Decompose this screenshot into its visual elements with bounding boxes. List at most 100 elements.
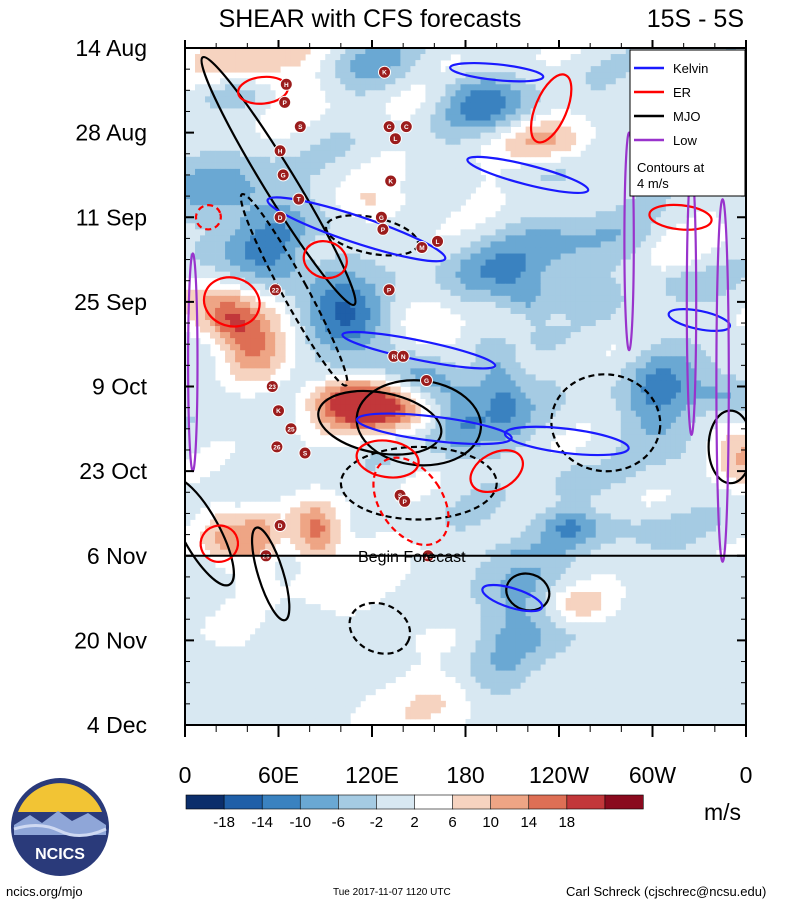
shear-cell — [630, 338, 637, 345]
shear-cell — [440, 271, 446, 279]
shear-cell — [205, 326, 211, 333]
shear-cell — [505, 54, 511, 61]
shear-cell — [645, 344, 652, 351]
shear-cell — [205, 259, 211, 266]
shear-cell — [570, 223, 577, 230]
shear-cell — [245, 295, 251, 303]
shear-cell — [190, 211, 196, 218]
shear-cell — [455, 120, 461, 127]
shear-cell — [485, 78, 491, 85]
shear-cell — [355, 120, 361, 127]
shear-cell — [305, 356, 311, 363]
shear-cell — [440, 199, 446, 206]
shear-cell — [210, 223, 216, 230]
shear-cell — [590, 168, 597, 176]
shear-cell — [250, 144, 256, 152]
shear-cell — [735, 295, 742, 303]
shear-cell — [505, 223, 511, 230]
shear-cell — [475, 338, 481, 345]
shear-cell — [440, 78, 446, 85]
shear-cell — [250, 241, 256, 248]
shear-cell — [290, 199, 296, 206]
shear-cell — [340, 162, 346, 170]
shear-cell — [345, 326, 351, 333]
shear-cell — [610, 193, 617, 200]
shear-cell — [635, 229, 642, 236]
shear-cell — [290, 313, 296, 321]
shear-cell — [305, 193, 311, 200]
shear-cell — [265, 271, 271, 279]
shear-cell — [710, 320, 717, 327]
shear-cell — [305, 150, 311, 158]
shear-cell — [250, 350, 256, 357]
shear-cell — [605, 180, 612, 188]
shear-cell — [625, 326, 632, 333]
shear-cell — [365, 223, 371, 230]
shear-cell — [445, 247, 451, 254]
shear-cell — [695, 350, 702, 357]
shear-cell — [425, 229, 431, 236]
shear-cell — [195, 150, 201, 158]
shear-cell — [370, 356, 376, 363]
shear-cell — [585, 295, 592, 303]
shear-cell — [195, 271, 201, 279]
shear-cell — [335, 265, 341, 273]
shear-cell — [510, 229, 516, 236]
shear-cell — [360, 60, 366, 67]
shear-cell — [405, 138, 411, 146]
shear-cell — [495, 265, 501, 273]
shear-cell — [690, 211, 697, 218]
shear-cell — [580, 241, 587, 248]
shear-cell — [405, 265, 411, 273]
shear-cell — [580, 313, 587, 321]
shear-cell — [625, 313, 632, 321]
shear-cell — [660, 211, 667, 218]
shear-cell — [500, 187, 506, 194]
shear-cell — [630, 320, 637, 327]
shear-cell — [205, 84, 211, 91]
shear-cell — [485, 259, 491, 266]
shear-cell — [270, 320, 276, 327]
shear-cell — [205, 301, 211, 309]
shear-cell — [530, 193, 537, 200]
shear-cell — [465, 259, 471, 266]
shear-cell — [480, 114, 486, 121]
shear-cell — [325, 84, 331, 91]
shear-cell — [455, 108, 461, 115]
shear-cell — [270, 54, 276, 61]
shear-cell — [355, 114, 361, 121]
shear-cell — [235, 356, 241, 363]
shear-cell — [320, 187, 326, 194]
shear-cell — [700, 199, 707, 206]
shear-cell — [330, 332, 336, 339]
shear-cell — [665, 332, 672, 339]
shear-cell — [390, 338, 396, 345]
shear-cell — [255, 338, 261, 345]
shear-cell — [245, 114, 251, 121]
shear-cell — [420, 144, 426, 152]
shear-cell — [260, 217, 266, 224]
shear-cell — [220, 174, 226, 182]
shear-cell — [185, 180, 191, 188]
shear-cell — [535, 307, 542, 315]
shear-cell — [365, 114, 371, 121]
shear-cell — [440, 295, 446, 303]
shear-cell — [540, 108, 547, 115]
shear-cell — [455, 126, 461, 134]
shear-cell — [605, 144, 612, 152]
shear-cell — [410, 259, 416, 266]
shear-cell — [625, 211, 632, 218]
shear-cell — [510, 247, 516, 254]
shear-cell — [310, 313, 316, 321]
shear-cell — [195, 199, 201, 206]
shear-cell — [440, 289, 446, 297]
shear-cell — [560, 78, 567, 85]
shear-cell — [590, 150, 597, 158]
shear-cell — [580, 283, 587, 291]
shear-cell — [655, 217, 662, 224]
shear-cell — [655, 313, 662, 321]
shear-cell — [380, 307, 386, 315]
shear-cell — [555, 66, 562, 73]
shear-cell — [210, 229, 216, 236]
shear-cell — [300, 150, 306, 158]
